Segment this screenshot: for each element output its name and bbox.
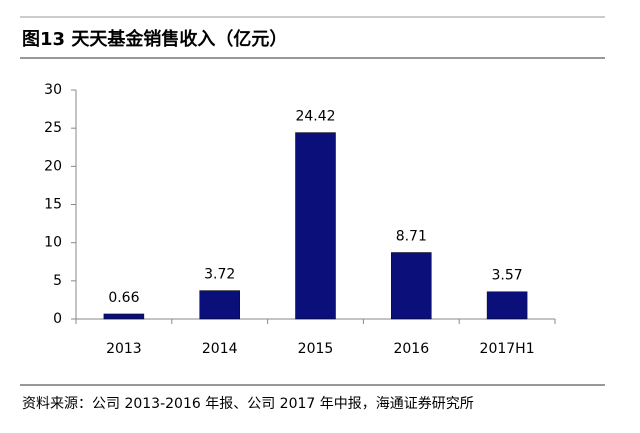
y-tick-label: 5 [53, 273, 62, 289]
x-tick-label: 2014 [202, 341, 238, 357]
bar [199, 290, 240, 320]
bar [295, 132, 336, 320]
x-tick-label: 2015 [298, 341, 334, 357]
y-tick-label: 25 [44, 120, 62, 136]
x-tick-label: 2017H1 [480, 341, 535, 357]
y-tick-label: 30 [44, 82, 62, 98]
value-label: 3.57 [492, 268, 523, 284]
chart-title: 图13 天天基金销售收入（亿元） [22, 28, 287, 50]
value-label: 0.66 [108, 290, 139, 306]
source-note: 资料来源：公司 2013-2016 年报、公司 2017 年中报，海通证券研究所 [22, 396, 474, 412]
y-tick-label: 15 [44, 197, 62, 213]
value-label: 8.71 [396, 229, 427, 245]
y-tick-label: 10 [44, 235, 62, 251]
bar [103, 313, 145, 320]
x-tick-label: 2013 [106, 341, 142, 357]
value-label: 24.42 [295, 109, 335, 125]
x-tick-label: 2016 [393, 341, 429, 357]
bar [486, 291, 528, 320]
y-tick-label: 0 [53, 311, 62, 327]
value-label: 3.72 [204, 267, 235, 283]
y-tick-label: 20 [44, 158, 62, 174]
bar [391, 252, 432, 320]
